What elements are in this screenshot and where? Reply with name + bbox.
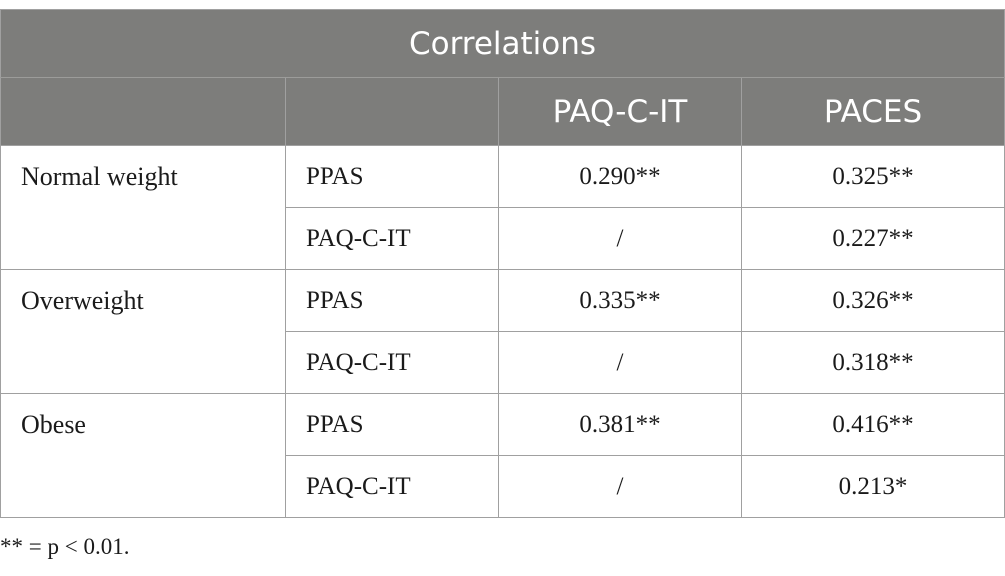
measure-cell: PAQ-C-IT bbox=[285, 207, 499, 270]
paq-value-cell: / bbox=[498, 207, 742, 270]
group-label: Overweight bbox=[0, 269, 286, 394]
paces-value-cell: 0.213* bbox=[740, 455, 1005, 518]
measure-cell: PPAS bbox=[285, 393, 499, 456]
paces-value-cell: 0.326** bbox=[740, 269, 1005, 332]
paq-value-cell: 0.335** bbox=[498, 269, 742, 332]
header-row: PAQ-C-IT PACES bbox=[0, 77, 1005, 146]
table-row: Normal weight PPAS 0.290** 0.325** bbox=[0, 145, 1005, 270]
table-row: Overweight PPAS 0.335** 0.326** bbox=[0, 269, 1005, 394]
paq-value-cell: 0.290** bbox=[498, 145, 742, 208]
measure-cell: PAQ-C-IT bbox=[285, 455, 499, 518]
column-header-paq-c-it: PAQ-C-IT bbox=[498, 77, 742, 146]
paces-value-cell: 0.318** bbox=[740, 331, 1005, 394]
measure-cell: PAQ-C-IT bbox=[285, 331, 499, 394]
table-row: Obese PPAS 0.381** 0.416** bbox=[0, 393, 1005, 518]
table-title: Correlations bbox=[0, 9, 1005, 78]
paq-value-cell: / bbox=[498, 331, 742, 394]
header-empty-cell bbox=[0, 77, 286, 146]
paces-value-cell: 0.227** bbox=[740, 207, 1005, 270]
title-row: Correlations bbox=[0, 9, 1005, 78]
table-row: PAQ-C-IT / 0.227** bbox=[1, 207, 1005, 270]
group-label: Obese bbox=[0, 393, 286, 518]
table-row: PAQ-C-IT / 0.213* bbox=[1, 455, 1005, 518]
group-label: Normal weight bbox=[0, 145, 286, 270]
paq-value-cell: / bbox=[498, 455, 742, 518]
measure-cell: PPAS bbox=[285, 145, 499, 208]
paces-value-cell: 0.325** bbox=[740, 145, 1005, 208]
header-empty-cell bbox=[285, 77, 499, 146]
table-row: PAQ-C-IT / 0.318** bbox=[1, 331, 1005, 394]
paces-value-cell: 0.416** bbox=[740, 393, 1005, 456]
table-footnote: ** = p < 0.01. bbox=[0, 534, 130, 559]
paq-value-cell: 0.381** bbox=[498, 393, 742, 456]
measure-cell: PPAS bbox=[285, 269, 499, 332]
column-header-paces: PACES bbox=[740, 77, 1005, 146]
correlations-table: Correlations PAQ-C-IT PACES Normal weigh… bbox=[0, 9, 1005, 518]
